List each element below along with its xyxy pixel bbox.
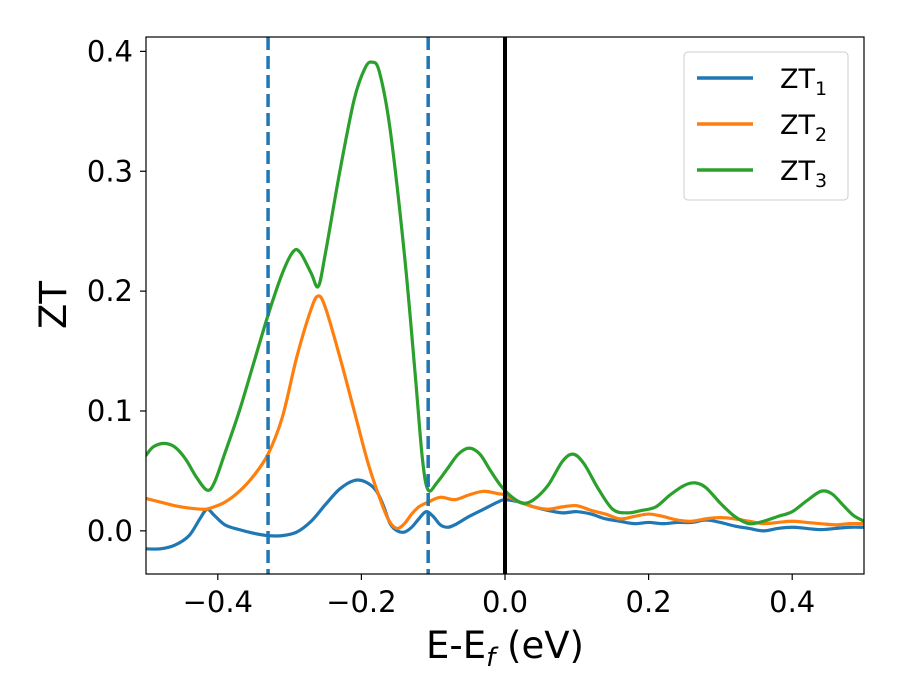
legend: ZT1 ZT2 ZT3 [683, 51, 849, 201]
y-tick-label: 0.3 [87, 154, 133, 188]
x-tick-label: 0.4 [769, 585, 815, 619]
x-tick-label: −0.4 [183, 585, 253, 619]
reference-lines [266, 37, 507, 574]
x-axis-ticks: −0.4 −0.2 0.0 0.2 0.4 [183, 574, 815, 619]
y-axis-ticks: 0.0 0.1 0.2 0.3 0.4 [87, 34, 146, 548]
legend-box [683, 51, 849, 201]
y-tick-label: 0.1 [87, 394, 133, 428]
x-tick-label: −0.2 [326, 585, 396, 619]
series-layer [146, 60, 864, 551]
legend-label-3: ZT3 [780, 156, 827, 192]
x-tick-label: 0.0 [482, 585, 528, 619]
y-tick-label: 0.4 [87, 34, 133, 68]
y-tick-label: 0.2 [87, 274, 133, 308]
y-axis-label: ZT [32, 281, 75, 329]
x-tick-label: 0.2 [626, 585, 672, 619]
x-axis-label: E-Ef (eV) [426, 624, 584, 673]
series-line-1 [146, 478, 864, 551]
series-line-2 [146, 294, 864, 531]
series-line-3 [146, 60, 864, 526]
legend-label-1: ZT1 [780, 64, 827, 100]
y-tick-label: 0.0 [87, 514, 133, 548]
legend-label-2: ZT2 [780, 110, 827, 146]
